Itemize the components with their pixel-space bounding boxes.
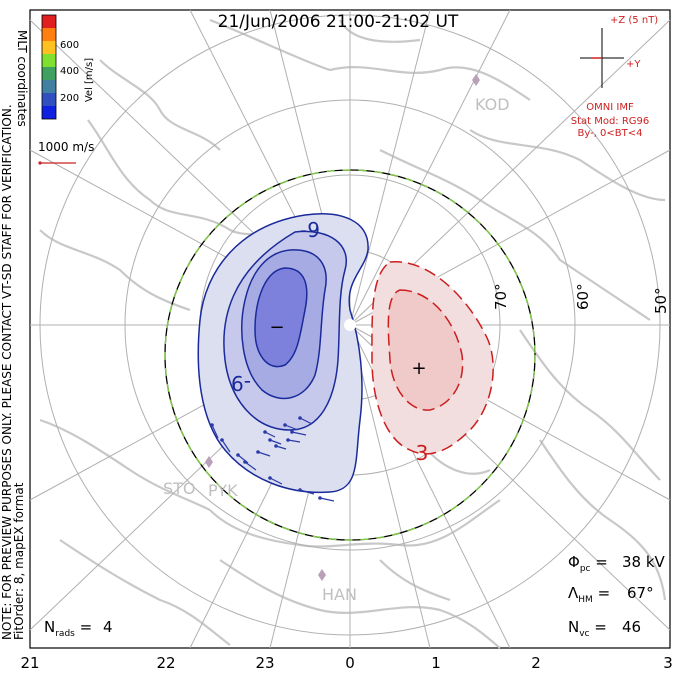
pos-contour-inner bbox=[387, 289, 464, 411]
velocity-vector bbox=[284, 424, 299, 431]
sto-site-icon bbox=[205, 456, 213, 468]
velocity-vector-origins bbox=[210, 416, 322, 500]
pos-contour-label: 3 bbox=[416, 441, 429, 465]
velocity-vector bbox=[264, 431, 276, 438]
station-label-sto: STO bbox=[163, 479, 196, 498]
mlt-tick-0: 0 bbox=[345, 654, 355, 672]
latitude-labels: 70° 60° 50° bbox=[492, 283, 670, 314]
han-site-icon bbox=[318, 569, 326, 581]
colorbar-tick-600: 600 bbox=[60, 40, 79, 51]
velocity-vector bbox=[269, 439, 282, 445]
colorbar-tick-400: 400 bbox=[60, 66, 79, 77]
mlt-tick-22: 22 bbox=[156, 654, 175, 672]
negative-potential-cell: − -9 -9 bbox=[197, 213, 369, 494]
velocity-vector bbox=[291, 431, 307, 436]
velocity-vector bbox=[287, 439, 301, 443]
kod-site-icon bbox=[472, 74, 480, 86]
n-rads-value: 4 bbox=[103, 618, 113, 636]
imf-dial: +Z (5 nT) +Y OMNI IMF Stat Mod: RG96 By-… bbox=[571, 15, 659, 139]
velocity-vector bbox=[211, 424, 219, 439]
lat-label-70: 70° bbox=[492, 283, 510, 310]
preview-note: NOTE: FOR PREVIEW PURPOSES ONLY. PLEASE … bbox=[0, 104, 14, 640]
velocity-colorbar: 600 400 200 Vel [m/s] bbox=[41, 14, 95, 120]
n-vc-symbol: Nvc = bbox=[568, 618, 607, 639]
stat-model: Stat Mod: RG96 bbox=[571, 116, 650, 127]
mlt-coordinates-label: MLT coordinates bbox=[15, 30, 29, 127]
lat-label-50: 50° bbox=[652, 287, 670, 314]
velocity-vector bbox=[269, 477, 283, 485]
colorbar-tick-200: 200 bbox=[60, 93, 79, 104]
velocity-vector bbox=[221, 439, 231, 453]
mlt-tick-23: 23 bbox=[255, 654, 274, 672]
neg-contour-label-left: -9 bbox=[231, 371, 251, 395]
imf-z-label: +Z (5 nT) bbox=[610, 15, 658, 26]
mlt-tick-3: 3 bbox=[663, 654, 673, 672]
positive-potential-cell: + 3 bbox=[371, 261, 494, 465]
hm-boundary-dashes bbox=[164, 169, 536, 541]
velocity-vector bbox=[257, 451, 271, 457]
velocity-vector bbox=[319, 497, 335, 502]
mlt-tick-1: 1 bbox=[431, 654, 441, 672]
velocity-vector bbox=[299, 417, 313, 425]
velocity-vectors bbox=[211, 417, 335, 502]
station-label-kod: KOD bbox=[475, 95, 510, 114]
imf-y-label: +Y bbox=[626, 59, 641, 70]
potential-max-marker: + bbox=[411, 358, 426, 379]
phi-pc-value: 38 kV bbox=[622, 553, 666, 571]
potential-min-marker: − bbox=[269, 317, 284, 338]
mlt-axis: 21 22 23 0 1 2 3 bbox=[20, 654, 672, 672]
lambda-hm-symbol: ΛHM = bbox=[568, 584, 610, 605]
mlt-tick-2: 2 bbox=[531, 654, 541, 672]
imf-source: OMNI IMF bbox=[586, 102, 634, 113]
lat-label-60: 60° bbox=[574, 283, 592, 310]
velocity-vector bbox=[244, 461, 257, 471]
velocity-vector bbox=[299, 489, 315, 495]
imf-condition: By-, 0<BT<4 bbox=[577, 128, 642, 139]
magnetic-pole-marker bbox=[344, 319, 356, 331]
n-vc-value: 46 bbox=[622, 618, 641, 636]
station-labels: KOD STO PYK HAN bbox=[163, 95, 510, 604]
neg-contour-label-top: -9 bbox=[300, 218, 320, 242]
map-title: 21/Jun/2006 21:00-21:02 UT bbox=[218, 12, 459, 32]
mlt-tick-21: 21 bbox=[20, 654, 39, 672]
station-label-han: HAN bbox=[322, 585, 357, 604]
neg-contour-core bbox=[254, 267, 308, 368]
phi-pc-symbol: Φpc = bbox=[568, 553, 608, 574]
fit-order-note: FitOrder: 8, mapEX format bbox=[12, 482, 26, 640]
radar-sites bbox=[205, 74, 480, 581]
colorbar-label: Vel [m/s] bbox=[84, 58, 95, 102]
lambda-hm-value: 67° bbox=[627, 584, 654, 602]
velocity-scale-label: 1000 m/s bbox=[38, 140, 94, 154]
station-label-pyk: PYK bbox=[208, 481, 238, 500]
velocity-scale-origin bbox=[38, 161, 42, 165]
